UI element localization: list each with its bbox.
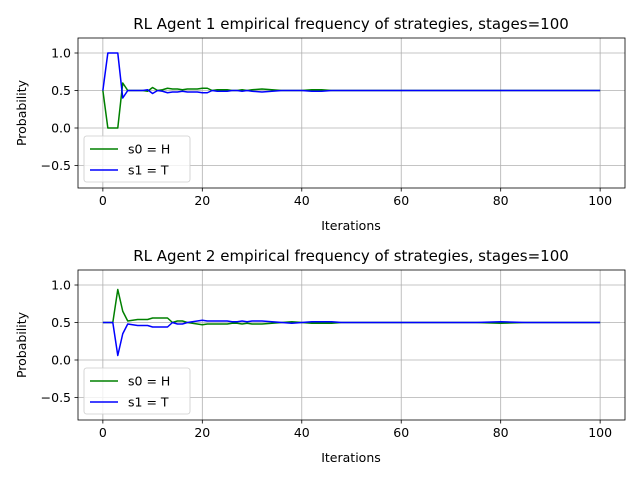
x-tick-label: 80: [493, 193, 509, 208]
series-lines: [102, 288, 601, 357]
series-line-s1-t: [102, 319, 601, 357]
x-tick-label: 100: [588, 425, 612, 440]
series-lines: [102, 52, 601, 129]
subplot-agent-1: RL Agent 1 empirical frequency of strate…: [14, 15, 626, 233]
axes-frame: [77, 37, 626, 189]
y-tick-label: 0.0: [51, 121, 71, 136]
x-tick-label: 20: [194, 425, 210, 440]
x-tick-label: 80: [493, 425, 509, 440]
x-tick-label: 60: [393, 425, 409, 440]
chart-title: RL Agent 2 empirical frequency of strate…: [133, 247, 569, 265]
axes-frame: [77, 269, 626, 421]
x-tick-label: 100: [588, 193, 612, 208]
y-tick-label: 0.5: [51, 83, 71, 98]
legend-label-s1-t: s1 = T: [128, 163, 169, 178]
x-tick-label: 60: [393, 193, 409, 208]
x-tick-label: 0: [99, 425, 107, 440]
chart-title: RL Agent 1 empirical frequency of strate…: [133, 15, 569, 33]
plot-area: 0 20 40 60 80 100 −0.5 0.0 0.5 1.0 s0 = H s1 = T: [41, 269, 626, 441]
legend-label-s1-t: s1 = T: [128, 395, 169, 410]
x-axis-label: Iterations: [321, 218, 381, 233]
y-tick-label: 0.0: [51, 353, 71, 368]
legend: s0 = H s1 = T: [83, 367, 191, 415]
y-tick-label: −0.5: [41, 158, 71, 173]
axis-ticks: 0 20 40 60 80 100 −0.5 0.0 0.5 1.0: [41, 278, 612, 441]
x-axis-label: Iterations: [321, 450, 381, 465]
legend: s0 = H s1 = T: [83, 135, 191, 183]
y-tick-label: 1.0: [51, 278, 71, 293]
x-tick-label: 0: [99, 193, 107, 208]
y-tick-label: −0.5: [41, 390, 71, 405]
x-tick-label: 40: [294, 193, 310, 208]
y-tick-label: 1.0: [51, 46, 71, 61]
legend-label-s0-h: s0 = H: [128, 374, 170, 389]
y-axis-label: Probability: [14, 79, 29, 146]
y-axis-label: Probability: [14, 311, 29, 378]
x-tick-label: 20: [194, 193, 210, 208]
axis-ticks: 0 20 40 60 80 100 −0.5 0.0 0.5 1.0: [41, 46, 612, 209]
plot-area: 0 20 40 60 80 100 −0.5 0.0 0.5 1.0 s0 = H s1 = T: [41, 37, 626, 209]
y-tick-label: 0.5: [51, 315, 71, 330]
series-line-s1-t: [102, 52, 601, 99]
legend-label-s0-h: s0 = H: [128, 142, 170, 157]
x-tick-label: 40: [294, 425, 310, 440]
subplot-agent-2: RL Agent 2 empirical frequency of strate…: [14, 247, 626, 465]
